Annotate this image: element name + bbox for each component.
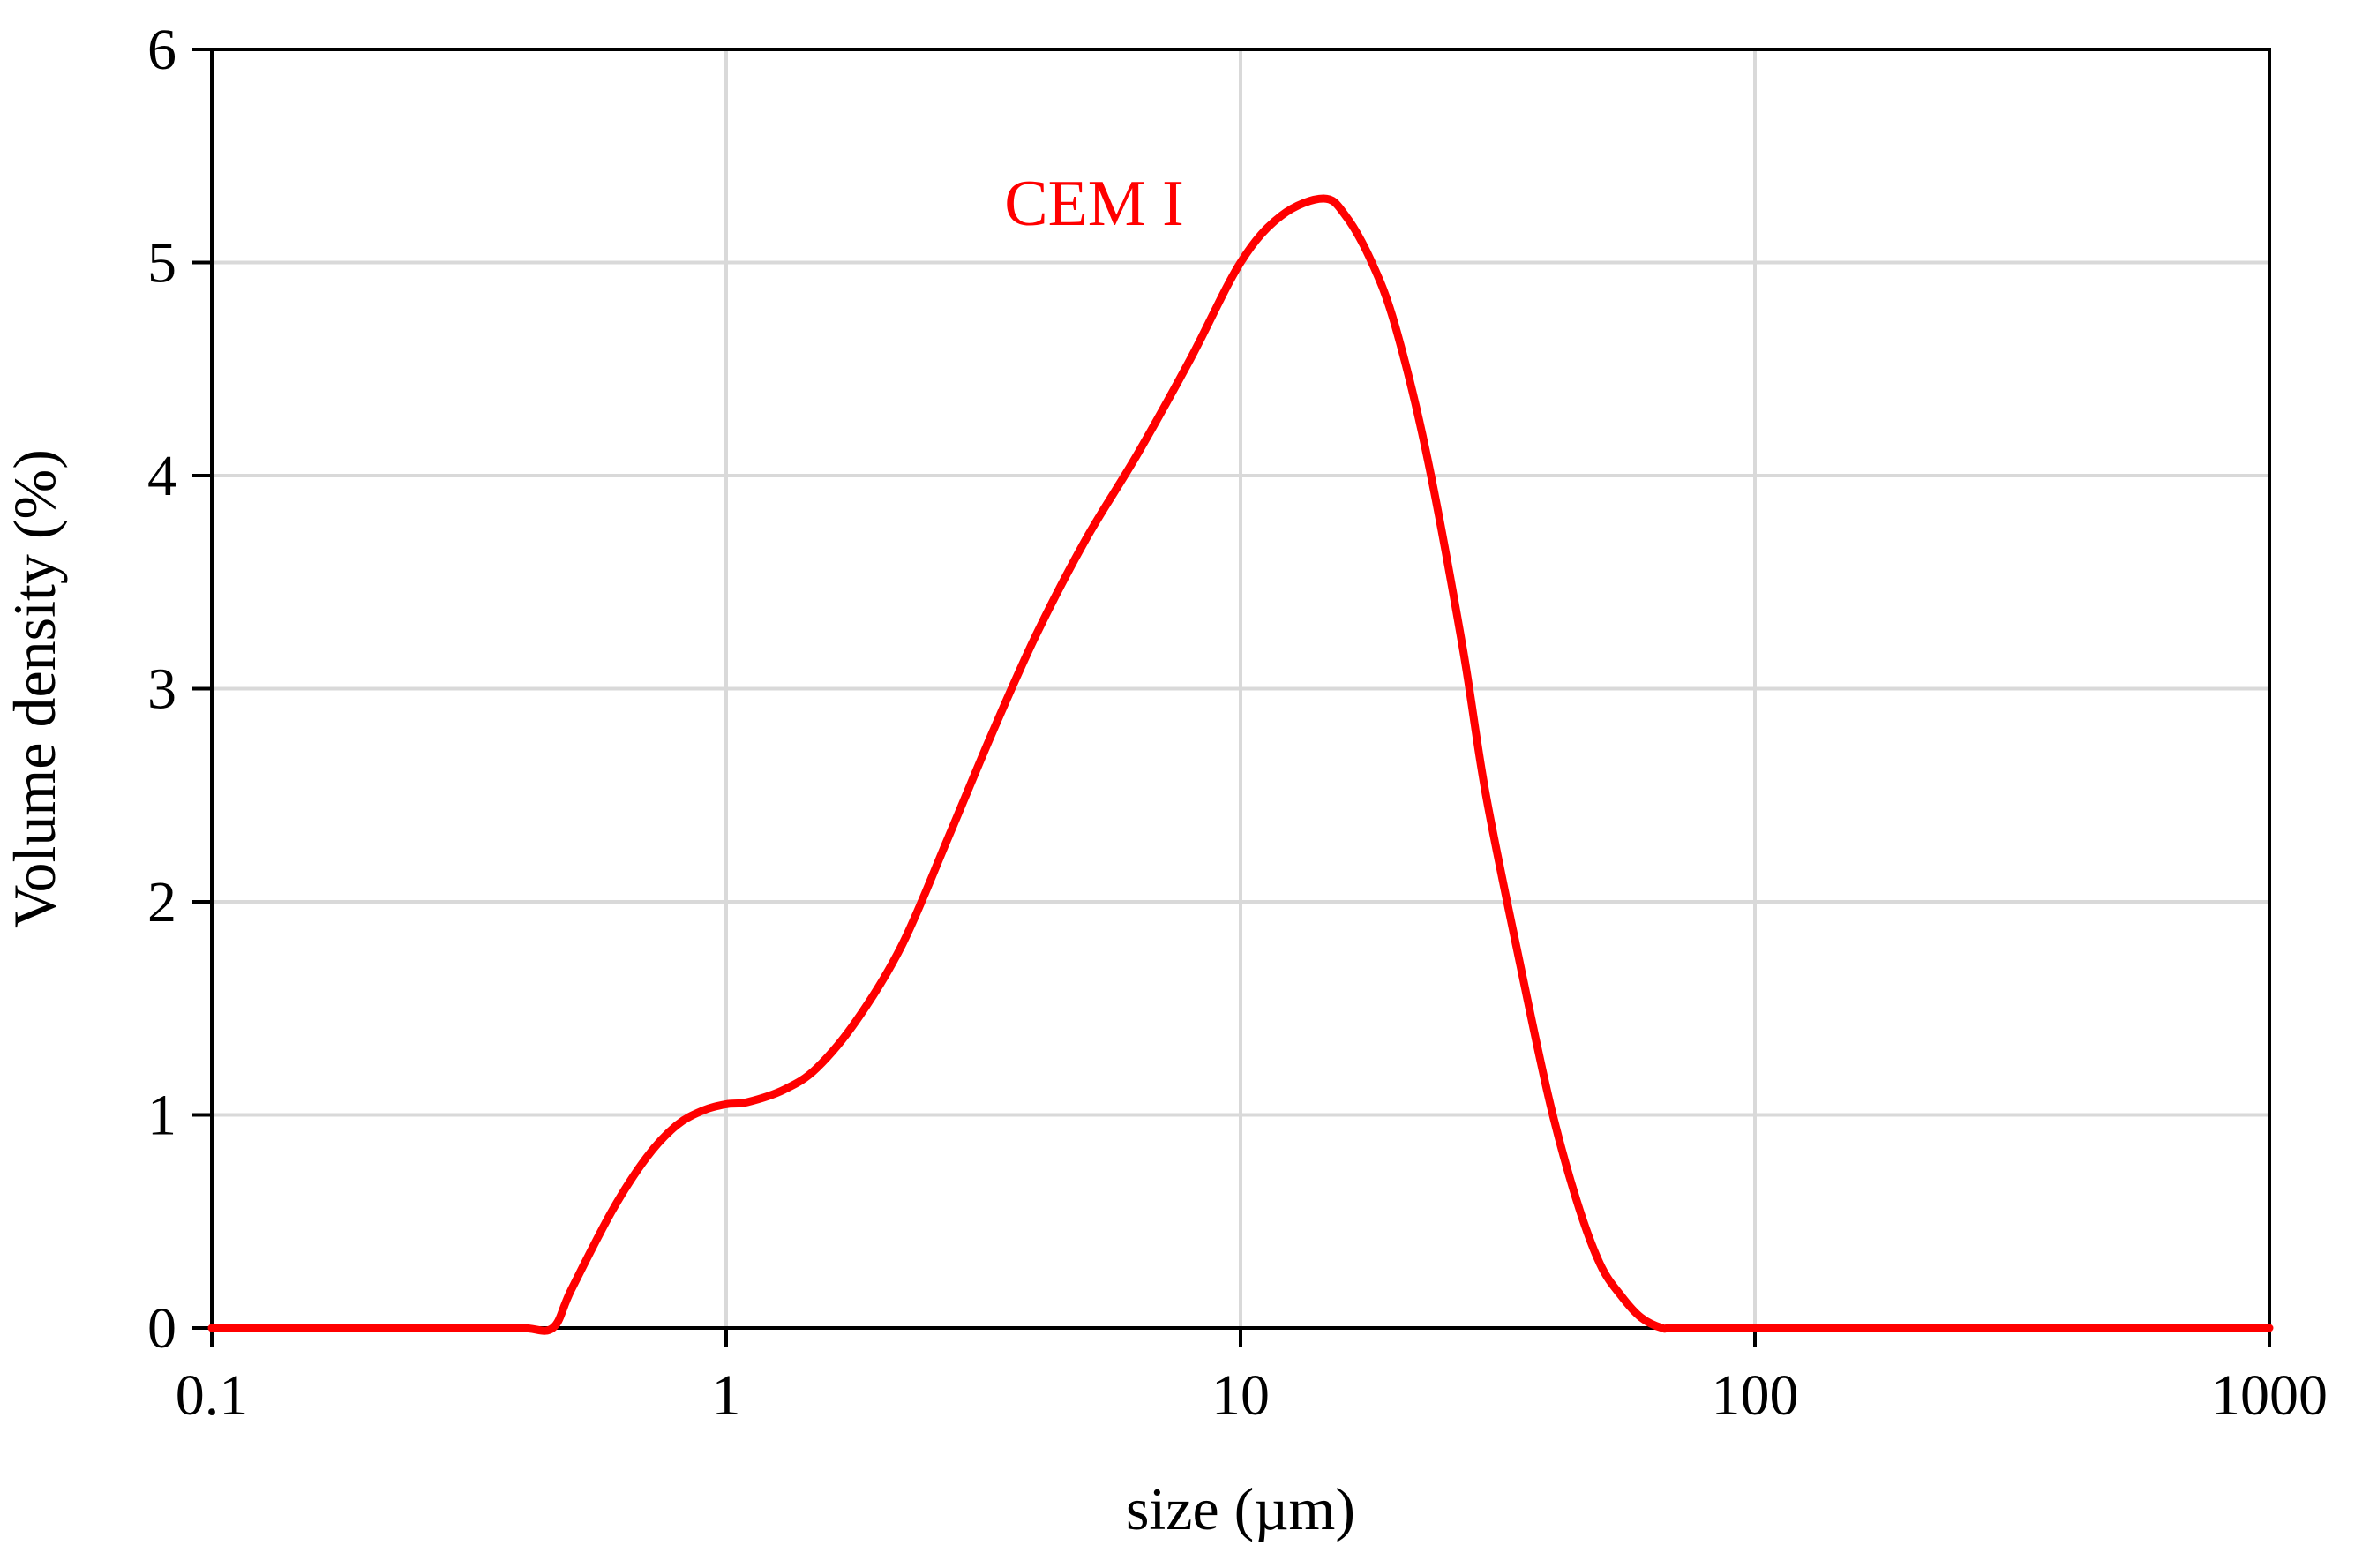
y-axis-title: Volume density (%) xyxy=(1,449,68,928)
y-tick-label: 1 xyxy=(147,1084,176,1148)
series-label-cem-i: CEM I xyxy=(1004,168,1184,240)
x-tick-label: 0.1 xyxy=(176,1363,249,1428)
x-axis-title: size (µm) xyxy=(1126,1475,1355,1542)
y-tick-label: 3 xyxy=(147,657,176,722)
y-tick-label: 0 xyxy=(147,1296,176,1361)
x-tick-label: 100 xyxy=(1712,1363,1799,1428)
series-line-cem-i xyxy=(207,194,2274,1335)
y-tick-label: 5 xyxy=(147,231,176,296)
y-axis: 0 1 2 3 4 5 6 xyxy=(147,18,212,1361)
y-tick-label: 4 xyxy=(147,444,176,508)
x-tick-label: 10 xyxy=(1211,1363,1270,1428)
y-tick-label: 6 xyxy=(147,18,176,82)
x-tick-label: 1000 xyxy=(2211,1363,2328,1428)
x-axis: 0.1 1 10 100 1000 xyxy=(176,1328,2328,1428)
x-tick-label: 1 xyxy=(712,1363,741,1428)
gridlines xyxy=(212,49,2269,1328)
y-tick-label: 2 xyxy=(147,870,176,934)
